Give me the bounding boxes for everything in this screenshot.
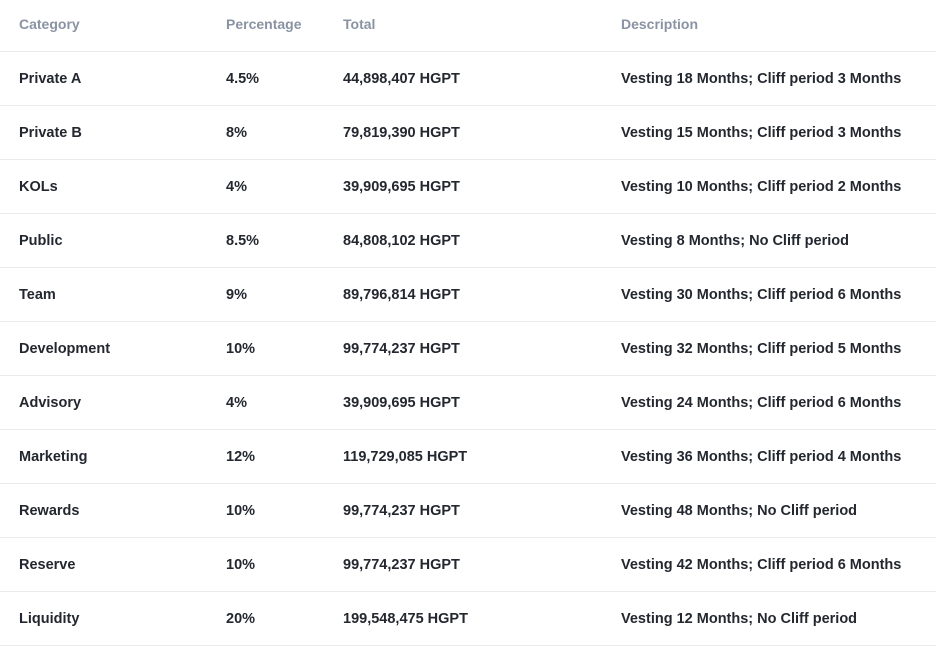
table-header: Category Percentage Total Description [0, 0, 936, 52]
cell-total: 199,548,475 HGPT [324, 591, 602, 646]
cell-percentage: 12% [207, 429, 324, 484]
cell-percentage: 8.5% [207, 213, 324, 268]
cell-percentage: 20% [207, 591, 324, 646]
column-header-total: Total [324, 0, 602, 52]
cell-percentage: 10% [207, 537, 324, 592]
cell-total: 99,774,237 HGPT [324, 537, 602, 592]
column-header-category: Category [0, 0, 207, 52]
cell-percentage: 10% [207, 321, 324, 376]
cell-category: Advisory [0, 375, 207, 430]
table-body: Private A 4.5% 44,898,407 HGPT Vesting 1… [0, 51, 936, 646]
cell-description: Vesting 48 Months; No Cliff period [602, 483, 936, 538]
cell-total: 44,898,407 HGPT [324, 51, 602, 106]
cell-percentage: 9% [207, 267, 324, 322]
cell-category: KOLs [0, 159, 207, 214]
cell-category: Private A [0, 51, 207, 106]
cell-percentage: 4% [207, 375, 324, 430]
cell-description: Vesting 24 Months; Cliff period 6 Months [602, 375, 936, 430]
cell-total: 99,774,237 HGPT [324, 483, 602, 538]
cell-category: Public [0, 213, 207, 268]
cell-description: Vesting 32 Months; Cliff period 5 Months [602, 321, 936, 376]
cell-percentage: 4.5% [207, 51, 324, 106]
table-row: KOLs 4% 39,909,695 HGPT Vesting 10 Month… [0, 159, 936, 214]
cell-description: Vesting 15 Months; Cliff period 3 Months [602, 105, 936, 160]
cell-category: Marketing [0, 429, 207, 484]
table-row: Team 9% 89,796,814 HGPT Vesting 30 Month… [0, 267, 936, 322]
header-row: Category Percentage Total Description [0, 0, 936, 52]
column-header-percentage: Percentage [207, 0, 324, 52]
cell-description: Vesting 12 Months; No Cliff period [602, 591, 936, 646]
cell-percentage: 8% [207, 105, 324, 160]
cell-description: Vesting 18 Months; Cliff period 3 Months [602, 51, 936, 106]
table-row: Private B 8% 79,819,390 HGPT Vesting 15 … [0, 105, 936, 160]
cell-percentage: 4% [207, 159, 324, 214]
cell-total: 99,774,237 HGPT [324, 321, 602, 376]
table-row: Public 8.5% 84,808,102 HGPT Vesting 8 Mo… [0, 213, 936, 268]
cell-description: Vesting 36 Months; Cliff period 4 Months [602, 429, 936, 484]
cell-category: Private B [0, 105, 207, 160]
cell-description: Vesting 8 Months; No Cliff period [602, 213, 936, 268]
table-row: Marketing 12% 119,729,085 HGPT Vesting 3… [0, 429, 936, 484]
cell-total: 39,909,695 HGPT [324, 159, 602, 214]
cell-category: Rewards [0, 483, 207, 538]
cell-total: 89,796,814 HGPT [324, 267, 602, 322]
table-row: Development 10% 99,774,237 HGPT Vesting … [0, 321, 936, 376]
cell-category: Team [0, 267, 207, 322]
cell-description: Vesting 30 Months; Cliff period 6 Months [602, 267, 936, 322]
cell-description: Vesting 42 Months; Cliff period 6 Months [602, 537, 936, 592]
cell-total: 84,808,102 HGPT [324, 213, 602, 268]
table-row: Liquidity 20% 199,548,475 HGPT Vesting 1… [0, 591, 936, 646]
table-row: Reserve 10% 99,774,237 HGPT Vesting 42 M… [0, 537, 936, 592]
cell-total: 39,909,695 HGPT [324, 375, 602, 430]
cell-category: Development [0, 321, 207, 376]
cell-category: Liquidity [0, 591, 207, 646]
column-header-description: Description [602, 0, 936, 52]
cell-percentage: 10% [207, 483, 324, 538]
cell-description: Vesting 10 Months; Cliff period 2 Months [602, 159, 936, 214]
cell-total: 79,819,390 HGPT [324, 105, 602, 160]
cell-total: 119,729,085 HGPT [324, 429, 602, 484]
table-row: Advisory 4% 39,909,695 HGPT Vesting 24 M… [0, 375, 936, 430]
table-row: Rewards 10% 99,774,237 HGPT Vesting 48 M… [0, 483, 936, 538]
table-row: Private A 4.5% 44,898,407 HGPT Vesting 1… [0, 51, 936, 106]
cell-category: Reserve [0, 537, 207, 592]
